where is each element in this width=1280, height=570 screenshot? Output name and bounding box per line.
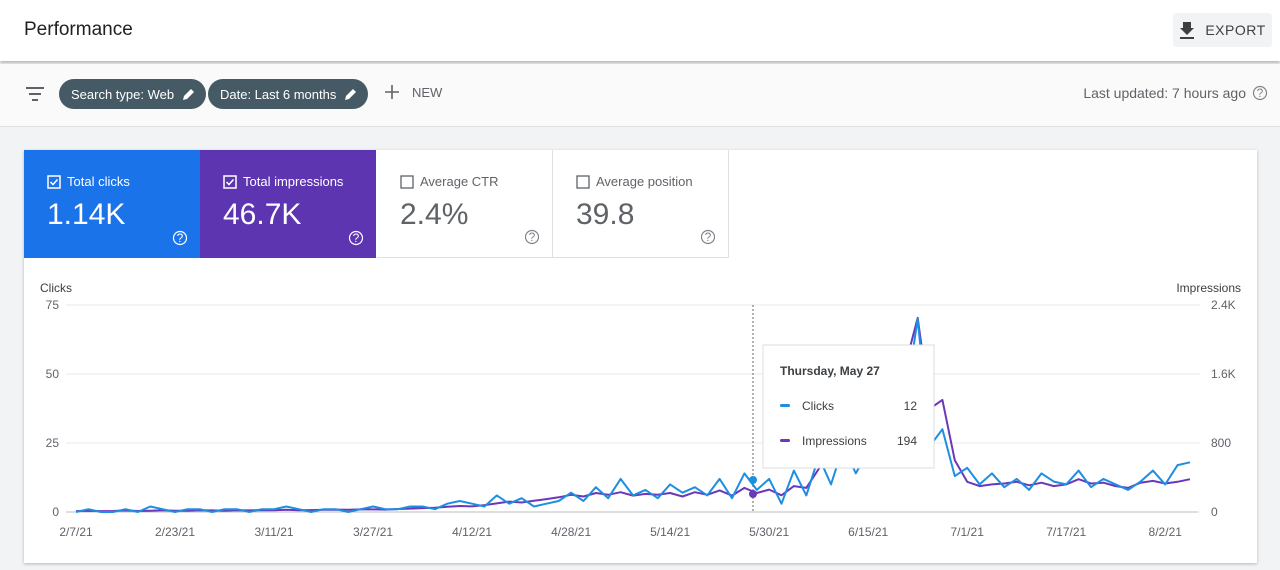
help-icon[interactable]: ? — [1252, 85, 1268, 101]
tooltip-value: 12 — [904, 399, 918, 413]
card-label: Average position — [596, 174, 693, 189]
x-tick-label: 3/11/21 — [254, 525, 293, 539]
card-label: Average CTR — [420, 174, 499, 189]
x-tick-label: 6/15/21 — [848, 525, 888, 539]
x-tick-label: 4/12/21 — [452, 525, 492, 539]
export-label: EXPORT — [1205, 22, 1266, 38]
tooltip-name: Clicks — [802, 399, 834, 413]
metric-card[interactable]: Total clicks 1.14K ? — [24, 150, 200, 258]
chip-label: Search type: Web — [71, 86, 175, 102]
svg-text:?: ? — [705, 230, 712, 244]
tooltip-value: 194 — [897, 434, 917, 448]
card-label: Total impressions — [243, 174, 344, 189]
y2-axis-title: Impressions — [1176, 281, 1241, 295]
filter-bar: Search type: Web Date: Last 6 months NEW… — [0, 64, 1280, 127]
card-value: 2.4% — [400, 198, 469, 231]
x-tick-label: 7/1/21 — [951, 525, 985, 539]
help-icon[interactable]: ? — [348, 230, 364, 246]
svg-text:?: ? — [529, 230, 536, 244]
tooltip-swatch — [780, 439, 790, 442]
filter-chip[interactable]: Search type: Web — [59, 79, 207, 109]
x-tick-label: 5/30/21 — [749, 525, 789, 539]
card-value: 1.14K — [47, 198, 126, 231]
help-icon[interactable]: ? — [700, 229, 716, 245]
x-tick-label: 8/2/21 — [1149, 525, 1183, 539]
x-tick-label: 5/14/21 — [650, 525, 690, 539]
y2-tick-label: 0 — [1211, 505, 1218, 519]
x-tick-label: 2/7/21 — [59, 525, 93, 539]
card-label: Total clicks — [67, 174, 130, 189]
checkbox — [223, 174, 237, 189]
help-icon[interactable]: ? — [524, 229, 540, 245]
hover-dot — [749, 490, 757, 498]
svg-text:?: ? — [1257, 86, 1264, 100]
metric-card[interactable]: Average position 39.8 ? — [553, 150, 729, 258]
y-tick-label: 50 — [46, 367, 60, 381]
hover-dot — [749, 476, 757, 484]
metric-card[interactable]: Average CTR 2.4% ? — [377, 150, 553, 258]
tooltip-date: Thursday, May 27 — [780, 364, 880, 378]
export-button[interactable]: EXPORT — [1173, 13, 1272, 47]
y2-tick-label: 1.6K — [1211, 367, 1236, 381]
last-updated: Last updated: 7 hours ago? — [1083, 85, 1268, 101]
y2-tick-label: 2.4K — [1211, 298, 1236, 312]
y2-tick-label: 800 — [1211, 436, 1231, 450]
y-axis-title: Clicks — [40, 281, 72, 295]
svg-text:?: ? — [353, 231, 360, 245]
y-tick-label: 0 — [52, 505, 59, 519]
filter-icon[interactable] — [25, 86, 45, 102]
help-icon[interactable]: ? — [172, 230, 188, 246]
edit-icon — [345, 89, 357, 100]
plus-icon — [385, 85, 399, 99]
new-filter-button[interactable]: NEW — [384, 84, 442, 100]
header: Performance EXPORT — [0, 0, 1280, 61]
metric-card[interactable]: Total impressions 46.7K ? — [200, 150, 376, 258]
card-value: 46.7K — [223, 198, 302, 231]
x-tick-label: 4/28/21 — [551, 525, 591, 539]
last-updated-text: Last updated: 7 hours ago — [1083, 85, 1246, 101]
x-tick-label: 2/23/21 — [155, 525, 195, 539]
tooltip-swatch — [780, 404, 790, 407]
edit-icon — [183, 89, 195, 100]
y-tick-label: 75 — [46, 298, 60, 312]
tooltip: Thursday, May 27 Clicks 12 Impressions 194 — [762, 344, 935, 469]
new-label: NEW — [412, 84, 443, 100]
page-title: Performance — [24, 19, 133, 40]
tooltip-box — [762, 344, 935, 469]
x-tick-label: 7/17/21 — [1046, 525, 1086, 539]
svg-text:?: ? — [177, 231, 184, 245]
series-line — [75, 317, 1191, 513]
checkbox — [47, 174, 61, 189]
x-tick-label: 3/27/21 — [353, 525, 393, 539]
tooltip-name: Impressions — [802, 434, 867, 448]
chip-label: Date: Last 6 months — [220, 86, 337, 102]
y-tick-label: 25 — [46, 436, 60, 450]
checkbox — [576, 174, 590, 189]
download-icon — [1180, 22, 1195, 39]
filter-chip[interactable]: Date: Last 6 months — [208, 79, 369, 109]
checkbox — [400, 174, 414, 189]
card-value: 39.8 — [576, 198, 635, 231]
series-line — [75, 316, 1191, 513]
